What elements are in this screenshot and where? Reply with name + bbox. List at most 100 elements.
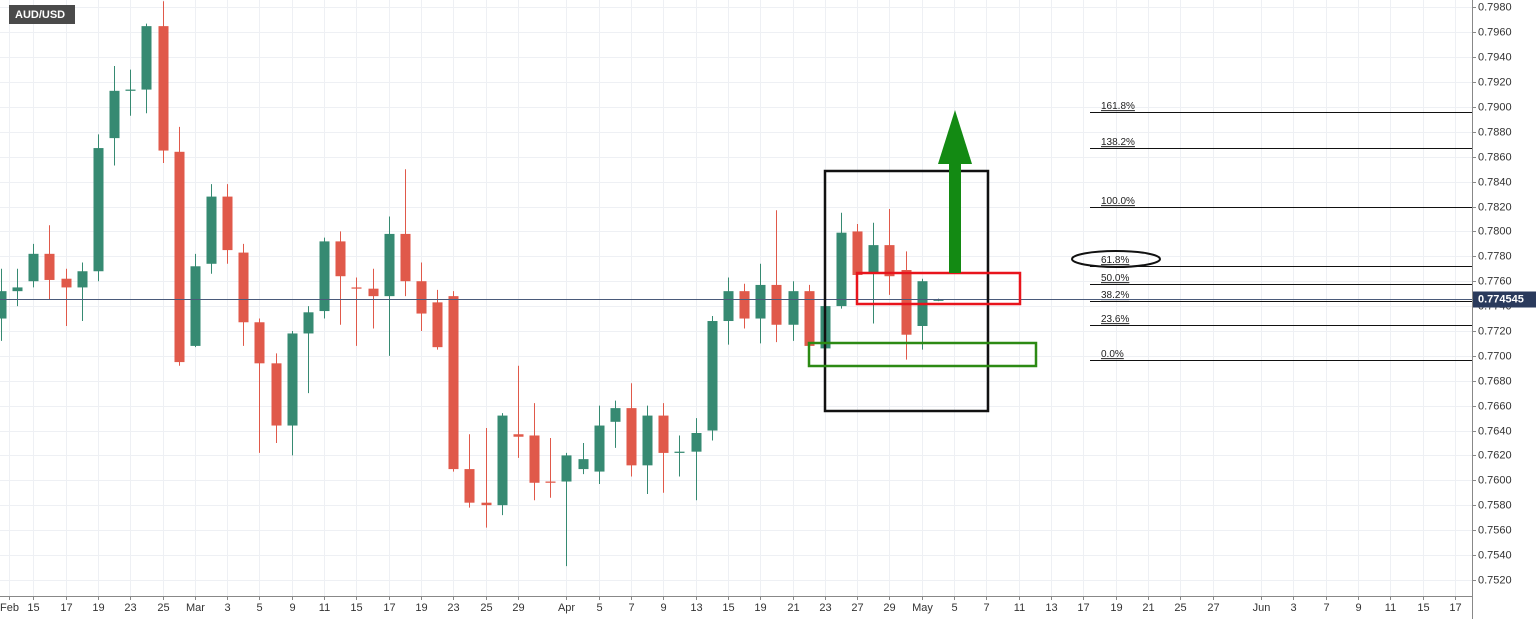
x-tick-label: 3 [1290, 602, 1296, 614]
fib-level-label: 23.6% [1101, 314, 1129, 325]
x-tick-label: 13 [1045, 602, 1057, 614]
candle-body [658, 415, 669, 453]
candle-body [755, 284, 766, 319]
y-tick-label: 0.7560 [1478, 524, 1512, 536]
candle-body [319, 241, 330, 312]
y-tick-label: 0.7840 [1478, 176, 1512, 188]
x-tick-label: 21 [1142, 602, 1154, 614]
x-tick-label: 5 [596, 602, 602, 614]
candle-body [61, 278, 72, 288]
x-tick-label: 23 [819, 602, 831, 614]
plot-area: 161.8% 138.2% 100.0% 61.8% 50.0% 38.2% 23.6% 0.… [0, 1, 1472, 567]
candle-body [254, 322, 265, 364]
candle-body [674, 451, 685, 453]
candle-body [238, 252, 249, 323]
x-tick-label: 21 [787, 602, 799, 614]
y-tick-label: 0.7540 [1478, 549, 1512, 561]
candle-body [287, 333, 298, 426]
y-tick-label: 0.7900 [1478, 101, 1512, 113]
candle-body [545, 481, 556, 483]
x-tick-label: 7 [1323, 602, 1329, 614]
x-tick-label: 15 [722, 602, 734, 614]
x-tick-label: 7 [983, 602, 989, 614]
candle-body [206, 196, 217, 264]
candle-body [0, 291, 7, 319]
last-price-box [1473, 291, 1536, 308]
candle-body [28, 253, 39, 282]
x-tick-label: May [912, 602, 933, 614]
candle-body [723, 291, 734, 322]
candle-body [884, 245, 895, 277]
candle-body [303, 312, 314, 334]
candle-body [271, 363, 282, 426]
y-tick-label: 0.7920 [1478, 76, 1512, 88]
x-tick-label: 29 [883, 602, 895, 614]
y-tick-label: 0.7760 [1478, 275, 1512, 287]
x-tick-label: 19 [415, 602, 427, 614]
x-tick-label: 11 [319, 602, 330, 614]
x-tick-label: 9 [660, 602, 666, 614]
y-tick-label: 0.7680 [1478, 375, 1512, 387]
y-tick-label: 0.7780 [1478, 250, 1512, 262]
x-tick-label: 5 [256, 602, 262, 614]
x-tick-label: 15 [27, 602, 39, 614]
last-price-label: 0.774545 [1478, 293, 1524, 305]
fib-level-label: 138.2% [1101, 137, 1135, 148]
x-tick-label: 11 [1014, 602, 1025, 614]
fib-level-label: 50.0% [1101, 273, 1129, 284]
y-tick-label: 0.7620 [1478, 449, 1512, 461]
candle-body [222, 196, 233, 251]
candle-body [77, 271, 88, 288]
candle-body [771, 284, 782, 325]
y-tick-label: 0.7580 [1478, 499, 1512, 511]
x-tick-label: 23 [447, 602, 459, 614]
candle-body [481, 502, 492, 506]
y-tick-label: 0.7820 [1478, 201, 1512, 213]
x-tick-label: 29 [512, 602, 524, 614]
candle-body [594, 425, 605, 472]
candle-body [626, 408, 637, 466]
candle-body [93, 148, 104, 272]
x-tick-label: 25 [1174, 602, 1186, 614]
x-tick-label: 19 [754, 602, 766, 614]
candle-body [335, 241, 346, 277]
title-box [9, 5, 75, 24]
x-tick-label: 9 [289, 602, 295, 614]
x-tick-label: 15 [350, 602, 362, 614]
candle-body [368, 288, 379, 297]
y-tick-label: 0.7860 [1478, 151, 1512, 163]
x-tick-label: 27 [851, 602, 863, 614]
candle-body [529, 435, 540, 483]
box-annotation [855, 271, 1022, 306]
candle-body [125, 89, 136, 91]
candle-body [497, 415, 508, 506]
candle-body [868, 245, 879, 274]
candle-body [384, 233, 395, 297]
x-tick-label: 17 [383, 602, 395, 614]
x-tick-label: Apr [558, 602, 575, 614]
y-tick-label: 0.7940 [1478, 51, 1512, 63]
x-tick-label: Feb [0, 602, 19, 614]
candle-body [836, 232, 847, 307]
candle-body [691, 433, 702, 452]
candle-body [739, 291, 750, 319]
candle-body [933, 299, 944, 301]
fib-level-label: 61.8% [1101, 255, 1129, 266]
fib-level-label: 0.0% [1101, 349, 1124, 360]
fib-level-label: 38.2% [1101, 290, 1129, 301]
y-tick-label: 0.7700 [1478, 350, 1512, 362]
candle-body [141, 26, 152, 90]
fib-level-label: 100.0% [1101, 196, 1135, 207]
candle-body [174, 151, 185, 363]
y-tick-label: 0.7800 [1478, 225, 1512, 237]
x-tick-label: 27 [1207, 602, 1219, 614]
candle-body [561, 455, 572, 482]
y-tick-label: 0.7720 [1478, 325, 1512, 337]
x-tick-label: 19 [1110, 602, 1122, 614]
candle-body [448, 296, 459, 470]
x-tick-label: 17 [1449, 602, 1461, 614]
grid [0, 0, 1472, 596]
x-tick-label: 25 [480, 602, 492, 614]
y-tick-label: 0.7980 [1478, 1, 1512, 13]
